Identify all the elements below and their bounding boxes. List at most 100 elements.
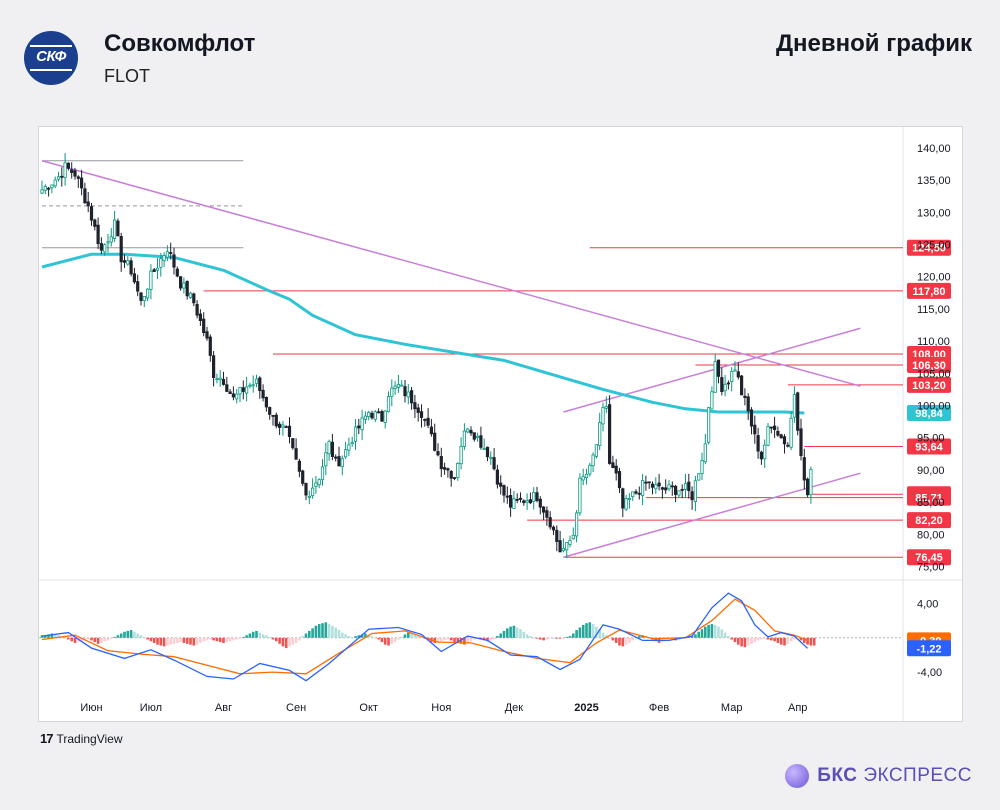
candle-body xyxy=(466,428,470,433)
macd-histogram-bar xyxy=(301,636,304,638)
macd-histogram-bar xyxy=(539,637,542,640)
candle-body xyxy=(40,189,44,194)
macd-histogram-bar xyxy=(509,626,512,638)
macd-line xyxy=(41,592,809,682)
macd-histogram-bar xyxy=(209,637,212,640)
candle-body xyxy=(548,517,552,528)
macd-histogram-bar xyxy=(440,637,443,642)
macd-histogram-bar xyxy=(235,637,238,640)
candle-body xyxy=(119,236,123,263)
candle-body xyxy=(178,276,183,289)
macd-histogram-bar xyxy=(717,626,720,638)
macd-histogram-bar xyxy=(591,624,595,638)
price-tick-label: 100,00 xyxy=(917,401,951,413)
macd-histogram-bar xyxy=(400,636,403,638)
macd-histogram-bar xyxy=(420,636,423,638)
candle-body xyxy=(393,385,397,389)
candle-body xyxy=(634,491,638,494)
chart-title: Дневной график xyxy=(775,30,972,57)
candle-body xyxy=(736,371,740,378)
candle-body xyxy=(495,469,500,485)
trendline xyxy=(563,472,861,558)
candle-body xyxy=(733,369,737,372)
macd-histogram-bar xyxy=(86,637,90,640)
macd-histogram-bar xyxy=(143,636,146,638)
candle-body xyxy=(83,188,87,204)
macd-histogram-bar xyxy=(387,637,390,646)
chart-panel[interactable]: 124,50117,80108,00106,30103,2093,6486,22… xyxy=(38,126,963,722)
candle-body xyxy=(598,422,602,446)
candle-body xyxy=(449,470,453,479)
candle-body xyxy=(225,384,229,392)
candle-body xyxy=(469,429,473,434)
candle-body xyxy=(297,460,302,472)
macd-histogram-bar xyxy=(44,635,47,638)
candle-body xyxy=(284,426,288,428)
macd-histogram-bar xyxy=(334,627,337,638)
candle-body xyxy=(370,412,374,419)
candle-body xyxy=(287,425,292,437)
candle-body xyxy=(690,491,694,501)
macd-histogram-bar xyxy=(588,622,592,638)
macd-histogram-bar xyxy=(261,634,265,638)
macd-histogram-bar xyxy=(720,629,724,638)
candle-body xyxy=(363,415,368,420)
candle-body xyxy=(720,377,724,392)
macd-badge xyxy=(907,640,951,657)
price-chart[interactable]: 124,50117,80108,00106,30103,2093,6486,22… xyxy=(39,127,962,721)
macd-histogram-bar xyxy=(344,634,347,638)
candle-body xyxy=(746,396,750,412)
macd-histogram-bar xyxy=(199,637,202,643)
candle-body xyxy=(505,495,509,498)
candle-body xyxy=(624,498,628,510)
macd-histogram-bar xyxy=(416,636,420,638)
candle-body xyxy=(528,499,533,504)
candle-body xyxy=(650,483,655,488)
time-tick-label: Фев xyxy=(649,702,669,714)
macd-histogram-bar xyxy=(179,637,182,643)
candle-body xyxy=(693,480,698,502)
candle-body xyxy=(518,497,523,500)
time-tick-label: Окт xyxy=(359,702,378,714)
candle-body xyxy=(103,244,107,253)
macd-histogram-bar xyxy=(275,637,278,642)
tradingview-logo[interactable]: 17 TradingView xyxy=(40,731,123,746)
macd-histogram-bar xyxy=(740,637,743,647)
candle-body xyxy=(664,487,668,491)
time-tick-label: Авг xyxy=(215,702,232,714)
candle-body xyxy=(409,390,414,404)
candle-body xyxy=(604,406,608,409)
current-price-label: 98,84 xyxy=(915,408,943,420)
candle-body xyxy=(492,457,496,470)
macd-histogram-bar xyxy=(380,637,384,643)
macd-histogram-bar xyxy=(746,637,750,646)
candle-body xyxy=(637,492,641,495)
macd-histogram-bar xyxy=(245,635,248,638)
macd-histogram-bar xyxy=(232,637,235,641)
macd-histogram-bar xyxy=(159,637,163,646)
candle-body xyxy=(390,387,394,397)
price-tick-label: 110,00 xyxy=(917,336,950,348)
macd-histogram-bar xyxy=(793,637,796,640)
candle-body xyxy=(608,404,612,464)
macd-histogram-bar xyxy=(489,637,493,641)
candle-body xyxy=(555,529,559,542)
candle-body xyxy=(667,484,671,490)
macd-histogram-bar xyxy=(763,637,766,639)
macd-histogram-bar xyxy=(515,627,519,638)
candle-body xyxy=(50,184,54,189)
candle-body xyxy=(581,476,585,481)
macd-histogram-bar xyxy=(212,637,215,641)
macd-histogram-bar xyxy=(407,632,410,638)
price-tick-label: 140,00 xyxy=(917,143,951,155)
macd-histogram-bar xyxy=(502,630,506,638)
tradingview-label: TradingView xyxy=(56,731,123,746)
macd-histogram-bar xyxy=(172,637,176,644)
macd-histogram-bar xyxy=(314,625,318,638)
candle-body xyxy=(565,542,569,551)
candle-body xyxy=(215,378,219,381)
candle-body xyxy=(367,411,371,417)
candle-body xyxy=(241,387,245,392)
candle-body xyxy=(796,392,800,431)
macd-histogram-bar xyxy=(304,633,308,638)
